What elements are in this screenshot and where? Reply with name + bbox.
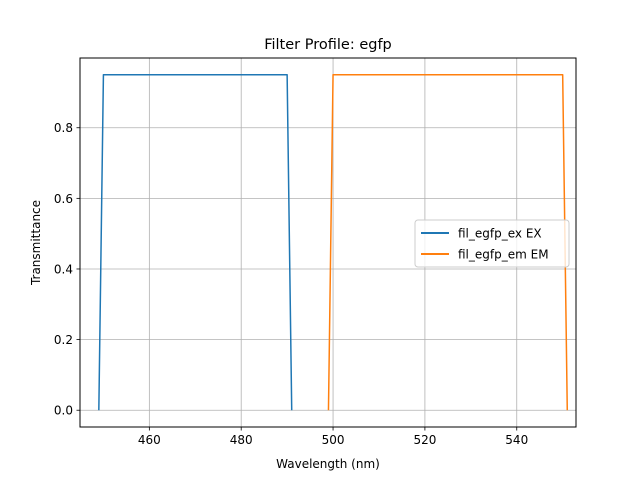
legend-frame [414,219,570,268]
x-tick-label: 540 [505,433,528,447]
y-tick-label: 0.2 [54,333,73,347]
legend-label: fil_egfp_ex EX [458,227,542,241]
y-tick-label: 0.0 [54,404,73,418]
series-line [98,74,293,411]
chart-title: Filter Profile: egfp [264,37,392,53]
y-tick-label: 0.8 [54,121,73,135]
legend: fil_egfp_ex EX fil_egfp_em EM [414,219,570,268]
x-tick-label: 520 [413,433,436,447]
ticks: 460 480 500 520 540 0.0 0.2 0.4 0.6 0.8 [54,121,528,447]
x-axis-label: Wavelength (nm) [276,457,380,471]
plot-frame [79,57,577,428]
x-tick-label: 460 [138,433,161,447]
x-tick-label: 480 [230,433,253,447]
x-tick-label: 500 [322,433,345,447]
y-tick-label: 0.6 [54,192,73,206]
y-axis-label: Transmittance [29,200,43,286]
legend-entry-ex: fil_egfp_ex EX [421,227,542,241]
legend-entry-em: fil_egfp_em EM [421,248,549,262]
legend-label: fil_egfp_em EM [458,248,549,262]
y-tick-label: 0.4 [54,262,73,276]
